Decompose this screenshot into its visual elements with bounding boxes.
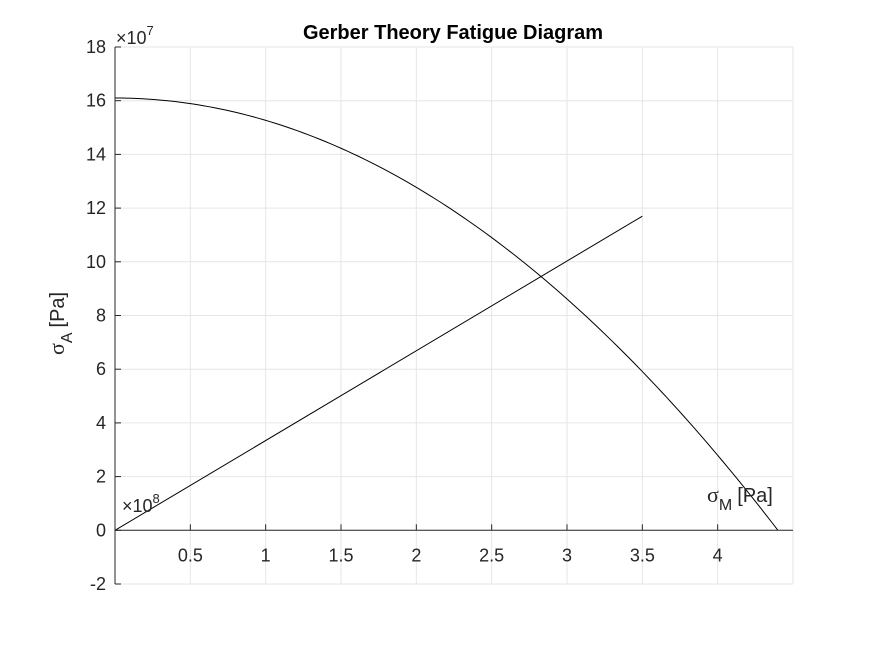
x-tick-label-3: 2 <box>411 545 421 565</box>
x-tick-label-7: 4 <box>713 545 723 565</box>
x-tick-label-1: 1 <box>261 545 271 565</box>
chart-title: Gerber Theory Fatigue Diagram <box>303 22 603 44</box>
x-tick-label-6: 3.5 <box>630 545 655 565</box>
x-multiplier-exponent: 8 <box>153 491 160 506</box>
y-axis-label-unit: [Pa] <box>47 292 69 328</box>
axes <box>114 46 793 585</box>
x-multiplier-prefix: ×10 <box>122 496 153 516</box>
series-line-load-line <box>114 215 643 531</box>
y-tick-label-0: -2 <box>90 574 106 594</box>
x-axis-label: σM [Pa] <box>707 482 773 514</box>
y-tick-label-3: 4 <box>96 413 106 433</box>
series-line-gerber-parabola <box>114 97 779 531</box>
y-multiplier: ×107 <box>116 23 154 48</box>
y-tick-label-1: 0 <box>96 520 106 540</box>
series <box>114 97 779 531</box>
x-multiplier: ×108 <box>122 491 160 516</box>
x-tick-label-0: 0.5 <box>178 545 203 565</box>
x-tick-label-4: 2.5 <box>479 545 504 565</box>
y-tick-label-8: 14 <box>86 144 106 164</box>
y-tick-label-10: 18 <box>86 37 106 57</box>
y-axis-label: σA [Pa] <box>44 292 76 355</box>
tick-labels: -2 0 2 4 6 8 10 12 14 16 18 0.5 1 1.5 2 2.5 3 3.5 4 <box>86 37 723 594</box>
x-tick-label-2: 1.5 <box>328 545 353 565</box>
y-axis-label-symbol: σ <box>44 343 69 355</box>
y-tick-label-5: 8 <box>96 306 106 326</box>
x-axis-label-symbol: σ <box>707 482 719 507</box>
y-tick-label-7: 12 <box>86 198 106 218</box>
x-axis-label-subscript: M <box>719 497 732 514</box>
y-tick-label-2: 2 <box>96 467 106 487</box>
y-tick-label-4: 6 <box>96 359 106 379</box>
y-tick-label-6: 10 <box>86 252 106 272</box>
y-multiplier-exponent: 7 <box>147 23 154 38</box>
y-tick-label-9: 16 <box>86 91 106 111</box>
y-multiplier-prefix: ×10 <box>116 28 147 48</box>
y-axis-label-subscript: A <box>59 332 76 343</box>
grid <box>115 46 794 585</box>
x-tick-label-5: 3 <box>562 545 572 565</box>
x-axis-label-unit: [Pa] <box>737 485 773 507</box>
